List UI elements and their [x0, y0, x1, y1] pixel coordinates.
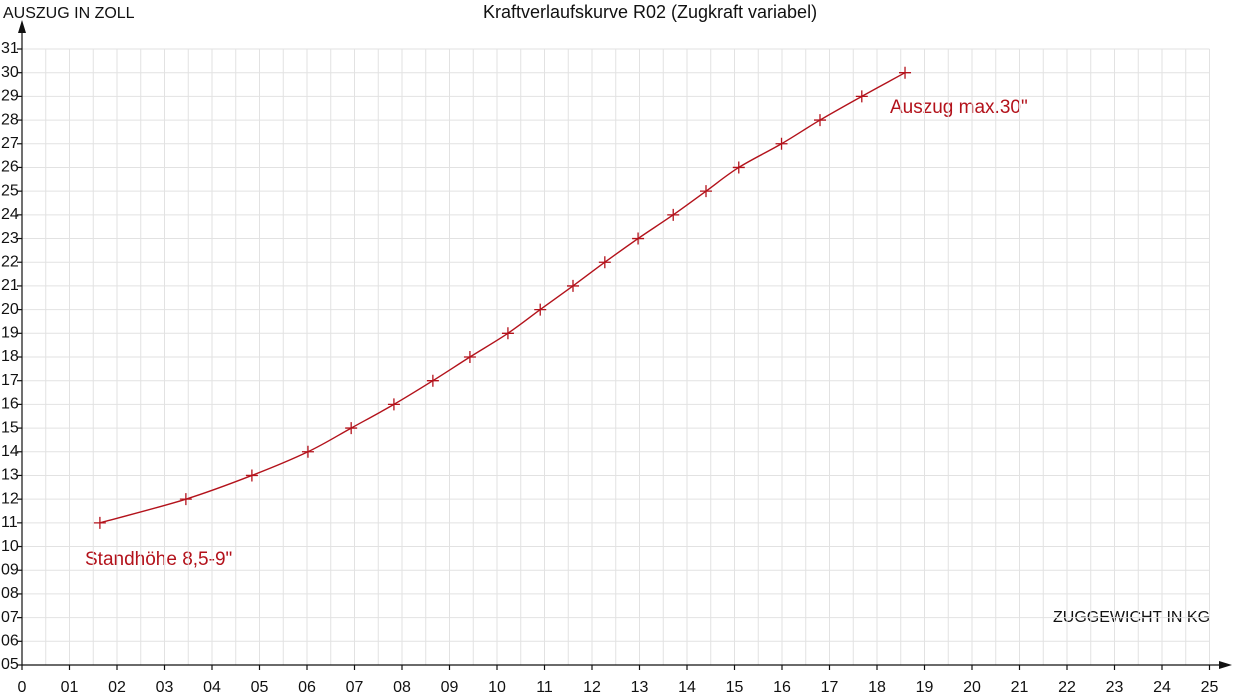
y-tick-label: 29 — [1, 88, 19, 105]
y-tick-label: 09 — [1, 561, 19, 578]
x-tick-label: 01 — [61, 679, 79, 696]
y-tick-label: 28 — [1, 111, 19, 128]
y-tick-label: 18 — [1, 348, 19, 365]
x-tick-label: 16 — [773, 679, 791, 696]
y-tick-label: 12 — [1, 490, 19, 507]
point-marker — [732, 161, 745, 174]
x-tick-label: 18 — [868, 679, 886, 696]
chart-title: Kraftverlaufskurve R02 (Zugkraft variabe… — [483, 2, 817, 22]
curve — [99, 72, 906, 524]
y-axis-arrow — [18, 20, 26, 33]
point-marker — [426, 374, 439, 387]
point-marker — [534, 303, 547, 316]
point-marker — [632, 232, 645, 245]
y-tick-label: 25 — [1, 182, 19, 199]
point-marker — [245, 469, 258, 482]
y-tick-label: 23 — [1, 230, 19, 247]
x-tick-label: 03 — [156, 679, 174, 696]
point-marker — [899, 66, 912, 79]
x-tick-label: 11 — [536, 679, 553, 696]
y-tick-label: 24 — [1, 206, 19, 223]
point-marker — [93, 516, 106, 529]
y-tick-label: 06 — [1, 633, 19, 650]
point-marker — [387, 398, 400, 411]
y-tick-label: 07 — [1, 609, 19, 626]
y-tick-label: 10 — [1, 538, 19, 555]
x-tick-label: 24 — [1153, 679, 1171, 696]
y-tick-label: 31 — [1, 40, 19, 57]
x-tick-label: 15 — [726, 679, 744, 696]
x-tick-label: 17 — [821, 679, 839, 696]
point-marker — [567, 279, 579, 292]
x-tick-label: 14 — [678, 679, 696, 696]
y-tick-label: 20 — [1, 301, 19, 318]
point-marker — [667, 208, 680, 221]
y-tick-label: 30 — [1, 64, 19, 81]
y-axis-label: AUSZUG IN ZOLL — [3, 5, 135, 22]
x-tick-label: 10 — [488, 679, 506, 696]
x-tick-label: 07 — [346, 679, 364, 696]
y-tick-label: 08 — [1, 585, 19, 602]
y-tick-label: 13 — [1, 467, 19, 484]
x-tick-label: 09 — [441, 679, 459, 696]
y-tick-label: 21 — [1, 277, 19, 294]
point-marker — [855, 90, 868, 103]
x-tick-label: 04 — [203, 679, 221, 696]
x-tick-label: 22 — [1058, 679, 1076, 696]
point-marker — [179, 493, 192, 506]
point-marker — [814, 114, 826, 127]
x-tick-label: 0 — [18, 679, 27, 696]
y-tick-label: 17 — [1, 372, 19, 389]
point-marker — [598, 256, 611, 269]
x-tick-label: 02 — [108, 679, 126, 696]
x-tick-label: 20 — [963, 679, 981, 696]
y-tick-label: 19 — [1, 325, 19, 342]
x-tick-label: 13 — [631, 679, 649, 696]
annotation: Auszug max.30" — [890, 97, 1028, 118]
x-tick-label: 25 — [1201, 679, 1219, 696]
x-tick-label: 12 — [583, 679, 601, 696]
y-tick-label: 14 — [1, 443, 19, 460]
y-tick-label: 15 — [1, 419, 19, 436]
y-tick-label: 22 — [1, 253, 19, 270]
point-marker — [700, 185, 712, 198]
x-tick-label: 19 — [916, 679, 934, 696]
point-marker — [775, 137, 788, 150]
x-tick-label: 23 — [1106, 679, 1124, 696]
y-tick-label: 27 — [1, 135, 19, 152]
y-tick-label: 05 — [1, 656, 19, 673]
x-tick-label: 06 — [298, 679, 316, 696]
y-tick-label: 26 — [1, 159, 19, 176]
point-marker — [301, 445, 314, 458]
x-tick-label: 21 — [1011, 679, 1029, 696]
x-axis-arrow — [1219, 661, 1232, 669]
annotation: Standhöhe 8,5-9" — [85, 549, 232, 570]
point-marker — [345, 422, 358, 435]
x-tick-label: 08 — [393, 679, 411, 696]
y-tick-label: 11 — [1, 514, 18, 531]
x-tick-label: 05 — [251, 679, 269, 696]
point-marker — [463, 351, 476, 363]
y-tick-label: 16 — [1, 396, 19, 413]
point-marker — [501, 327, 514, 340]
